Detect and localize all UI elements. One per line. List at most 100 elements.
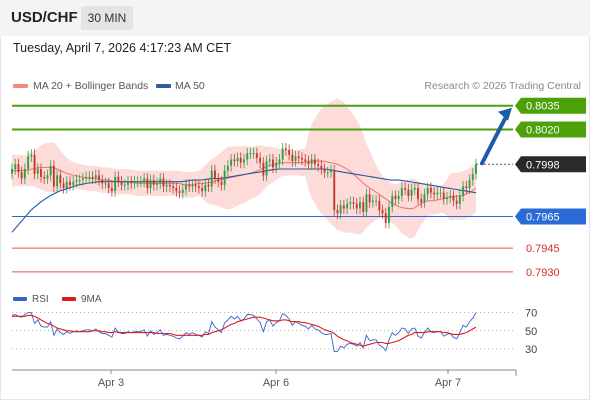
candle-body xyxy=(455,200,458,204)
candle-body xyxy=(304,159,307,162)
candle-body xyxy=(446,197,448,200)
candle-body xyxy=(204,184,207,192)
candle-body xyxy=(284,148,287,151)
rsi-ma-legend-label: 9MA xyxy=(81,294,102,305)
candle-body xyxy=(365,194,368,212)
price-level-label: 0.7998 xyxy=(526,159,560,171)
candle-body xyxy=(201,188,204,192)
candle-body xyxy=(156,183,158,185)
candle-body xyxy=(262,162,265,176)
candle-body xyxy=(439,192,442,194)
ma20-legend-swatch xyxy=(13,84,28,88)
candle-body xyxy=(278,159,281,163)
candle-body xyxy=(230,159,233,166)
candle-body xyxy=(162,178,165,187)
candle-body xyxy=(362,202,365,212)
candle-body xyxy=(188,184,191,187)
candle-body xyxy=(371,200,374,203)
candle-body xyxy=(346,203,349,209)
rsi-tick-label: 70 xyxy=(525,308,537,320)
candle-body xyxy=(139,181,142,183)
candle-body xyxy=(407,189,410,196)
ma50-legend-swatch xyxy=(156,84,171,88)
candle-body xyxy=(78,180,81,182)
chart-header: USD/CHF 30 MIN xyxy=(0,0,590,36)
x-axis-label: Apr 3 xyxy=(98,377,124,389)
candle-body xyxy=(152,180,155,185)
candle-body xyxy=(117,176,120,182)
candle-body xyxy=(175,188,178,192)
candle-body xyxy=(52,165,55,187)
candle-body xyxy=(56,175,59,187)
candle-body xyxy=(475,164,477,174)
candle-body xyxy=(233,159,236,162)
candle-body xyxy=(27,156,30,170)
timestamp: Tuesday, April 7, 2026 4:17:23 AM CET xyxy=(13,41,232,55)
timeframe-button[interactable]: 30 MIN xyxy=(81,6,133,30)
support-level-label: 0.7945 xyxy=(526,243,560,255)
candle-body xyxy=(136,181,139,183)
candle-body xyxy=(471,173,474,181)
pivot-level-tag xyxy=(515,208,586,225)
candle-body xyxy=(249,153,252,155)
candle-body xyxy=(397,195,400,200)
candle-body xyxy=(165,184,168,187)
candle-body xyxy=(20,172,23,179)
candle-body xyxy=(123,184,126,186)
candle-body xyxy=(185,184,187,190)
candle-body xyxy=(336,210,339,214)
pivot-level-label: 0.7965 xyxy=(526,211,560,223)
candle-body xyxy=(246,153,249,160)
candle-body xyxy=(381,210,384,214)
candle-body xyxy=(236,157,239,162)
candle-body xyxy=(265,161,268,176)
candle-body xyxy=(30,154,33,157)
rsi-line xyxy=(11,312,477,353)
candle-body xyxy=(297,156,300,158)
candle-body xyxy=(294,156,297,162)
bollinger-band xyxy=(12,98,476,239)
candle-body xyxy=(452,195,455,201)
candle-body xyxy=(17,164,20,173)
candle-body xyxy=(104,183,107,185)
candle-body xyxy=(391,195,394,207)
candle-body xyxy=(178,191,181,193)
candle-body xyxy=(191,184,194,187)
candle-body xyxy=(272,159,274,168)
rsi-tick-label: 50 xyxy=(525,326,537,338)
candle-body xyxy=(368,194,371,203)
candle-body xyxy=(159,178,162,184)
candle-body xyxy=(442,192,445,199)
candle-body xyxy=(59,175,62,184)
candle-body xyxy=(413,188,416,190)
candle-body xyxy=(288,150,291,155)
rsi-ma-legend-swatch xyxy=(62,297,76,301)
resistance-level-label: 0.8020 xyxy=(526,124,560,136)
candle-body xyxy=(197,186,200,188)
x-axis-label: Apr 7 xyxy=(435,377,461,389)
candle-body xyxy=(394,195,397,200)
candle-body xyxy=(255,153,258,158)
candle-body xyxy=(423,194,426,203)
candle-body xyxy=(98,175,100,180)
candle-body xyxy=(375,200,378,202)
candle-body xyxy=(91,176,94,179)
candle-body xyxy=(101,180,104,184)
candle-body xyxy=(75,180,78,182)
candle-body xyxy=(81,178,84,181)
price-level-tag xyxy=(515,156,586,173)
candle-body xyxy=(420,199,423,203)
candle-body xyxy=(181,189,184,193)
candle-body xyxy=(94,175,97,179)
candle-body xyxy=(281,148,284,160)
candle-body xyxy=(323,169,326,173)
candle-body xyxy=(333,170,336,211)
ma20-legend-label: MA 20 + Bollinger Bands xyxy=(33,80,149,92)
candle-body xyxy=(210,170,213,187)
candle-body xyxy=(243,159,245,163)
candle-body xyxy=(146,178,149,188)
candle-body xyxy=(168,184,171,187)
x-axis-label: Apr 6 xyxy=(263,377,289,389)
rsi-legend-swatch xyxy=(13,297,27,301)
candle-body xyxy=(384,213,387,223)
